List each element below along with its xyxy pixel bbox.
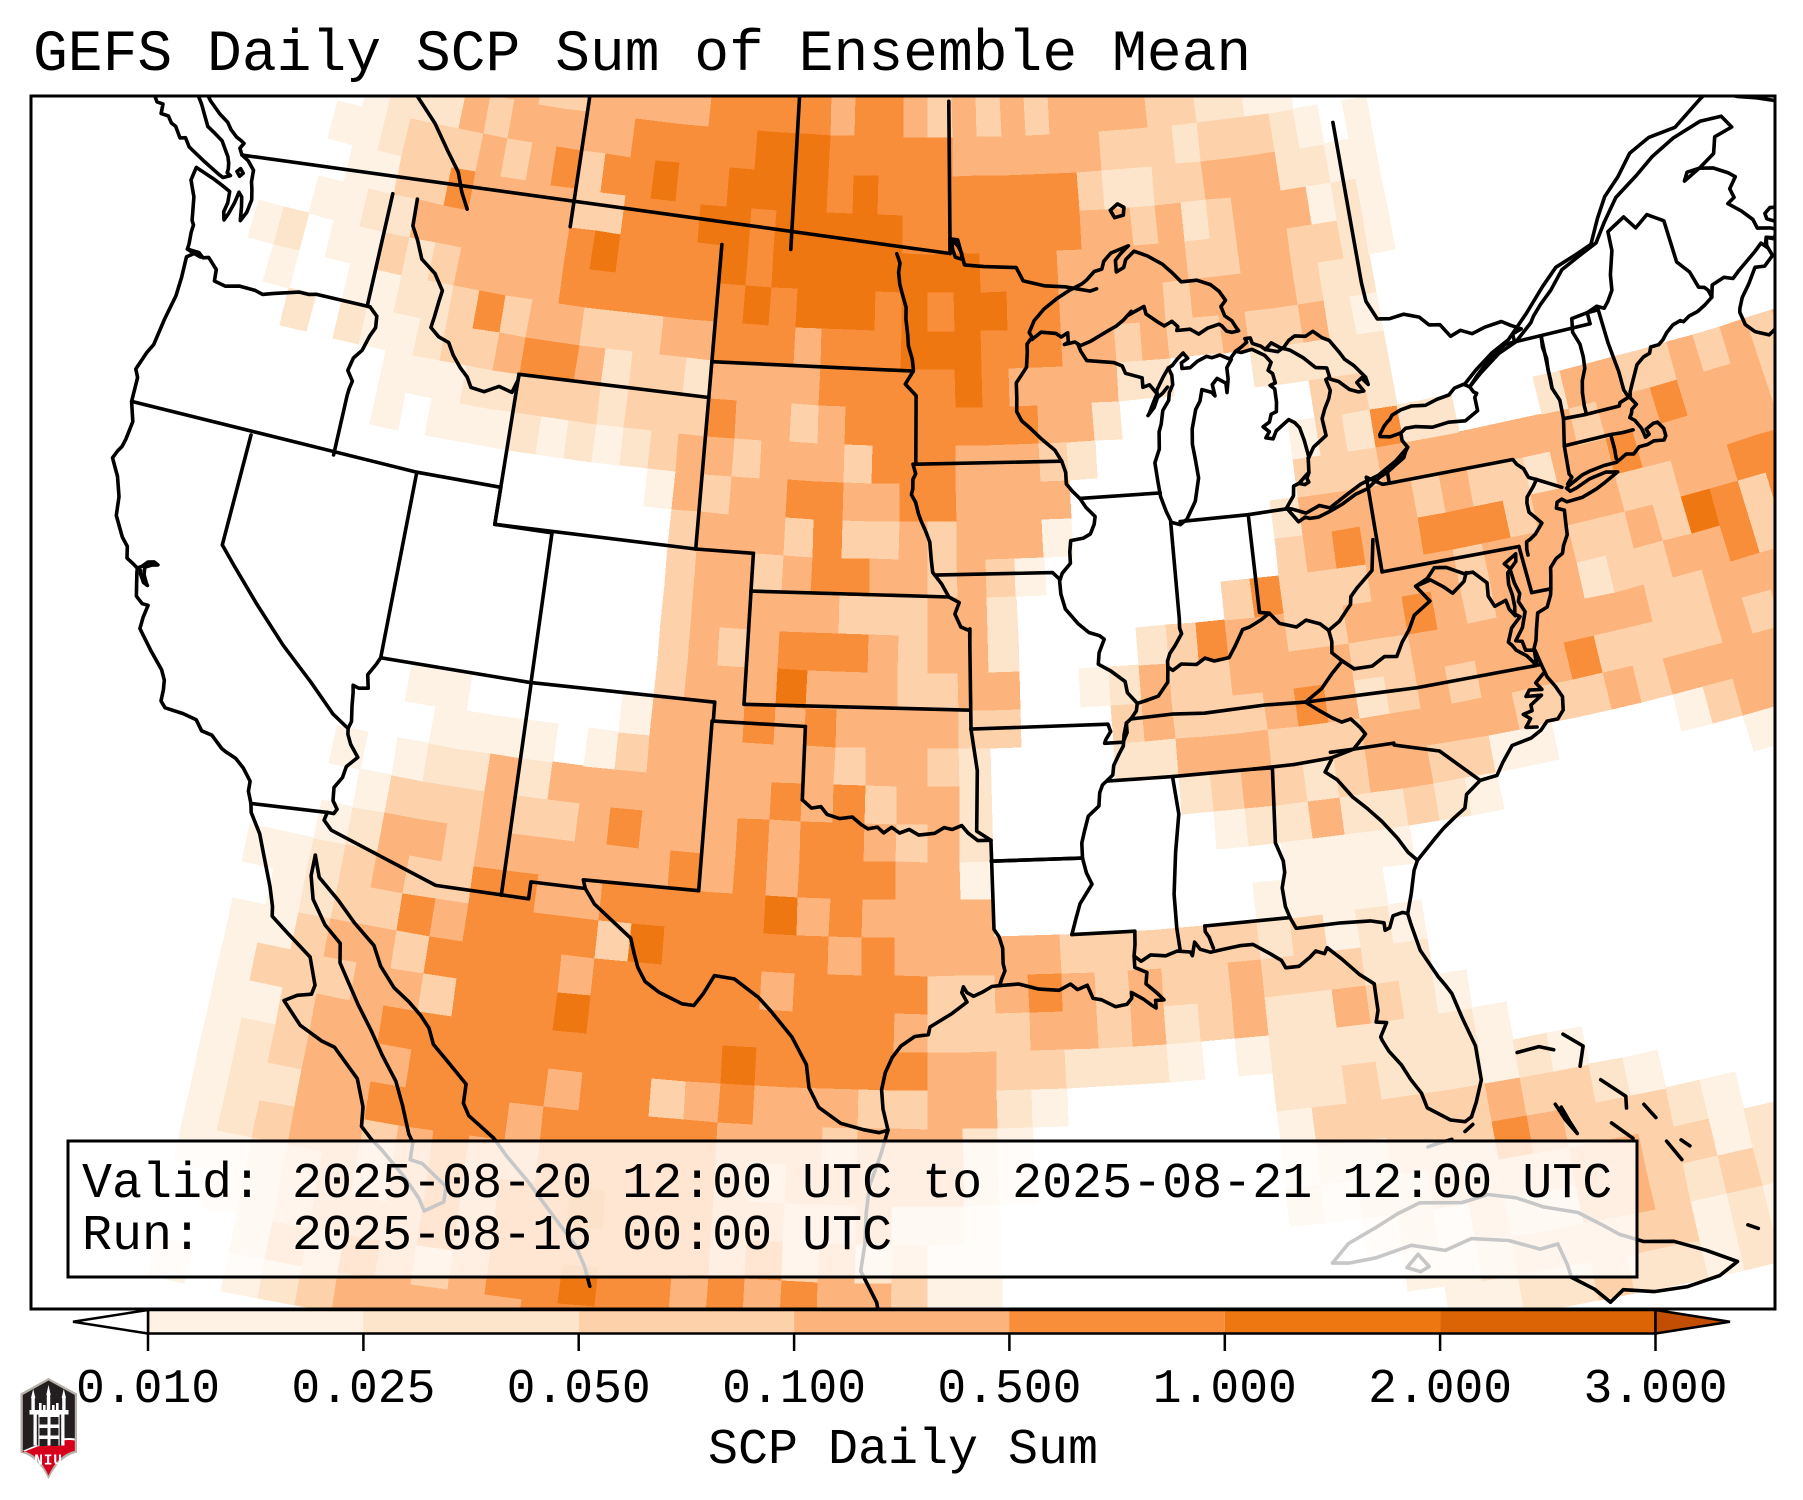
svg-text:2.000: 2.000 [1368, 1363, 1512, 1417]
svg-text:Valid: 2025-08-20 12:00 UTC to: Valid: 2025-08-20 12:00 UTC to 2025-08-2… [82, 1156, 1612, 1213]
svg-text:0.100: 0.100 [722, 1363, 866, 1417]
svg-text:0.050: 0.050 [507, 1363, 651, 1417]
svg-text:SCP Daily Sum: SCP Daily Sum [708, 1422, 1098, 1479]
svg-text:0.010: 0.010 [76, 1363, 220, 1417]
svg-text:NIU: NIU [34, 1454, 63, 1470]
svg-text:GEFS Daily SCP Sum of Ensemble: GEFS Daily SCP Sum of Ensemble Mean [33, 23, 1251, 88]
svg-text:1.000: 1.000 [1153, 1363, 1297, 1417]
svg-text:3.000: 3.000 [1583, 1363, 1727, 1417]
svg-text:0.025: 0.025 [291, 1363, 435, 1417]
svg-text:Run: 2025-08-16 00:00 UTC: Run: 2025-08-16 00:00 UTC [82, 1208, 892, 1265]
svg-text:0.500: 0.500 [937, 1363, 1081, 1417]
